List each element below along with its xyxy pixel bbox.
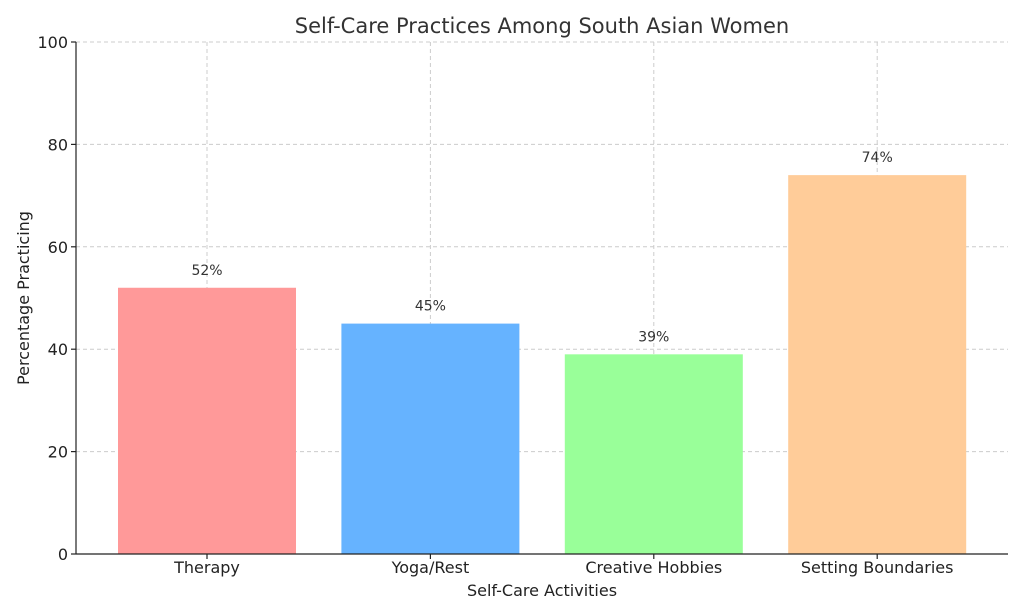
x-axis-ticks: Therapy Yoga/Rest Creative Hobbies Setting … <box>173 554 953 577</box>
bar <box>788 175 967 554</box>
y-tick-label: 0 <box>58 545 68 564</box>
y-tick-label: 60 <box>48 238 68 257</box>
y-tick-label: 80 <box>48 135 68 154</box>
chart-title: Self-Care Practices Among South Asian Wo… <box>295 14 789 38</box>
bar-value-label: 45% <box>415 299 446 315</box>
y-tick-label: 100 <box>37 33 68 52</box>
bar-value-label: 39% <box>638 329 669 345</box>
x-tick-label: Therapy <box>173 558 240 577</box>
x-tick-label: Yoga/Rest <box>391 558 470 577</box>
y-axis-ticks: 0 20 40 60 80 100 <box>37 33 76 564</box>
data-labels: 52% 45% 39% 74% <box>191 150 892 345</box>
x-axis-label: Self-Care Activities <box>467 581 617 600</box>
bar <box>118 287 296 554</box>
y-tick-label: 40 <box>48 340 68 359</box>
x-tick-label: Creative Hobbies <box>585 558 722 577</box>
y-axis-label: Percentage Practicing <box>14 211 33 385</box>
bar <box>341 323 520 554</box>
bar-value-label: 74% <box>862 150 893 166</box>
bar-value-label: 52% <box>191 263 222 279</box>
x-tick-label: Setting Boundaries <box>801 558 954 577</box>
bars <box>118 175 967 554</box>
vertical-gridlines <box>206 42 878 554</box>
y-tick-label: 20 <box>48 443 68 462</box>
bar <box>564 354 743 554</box>
